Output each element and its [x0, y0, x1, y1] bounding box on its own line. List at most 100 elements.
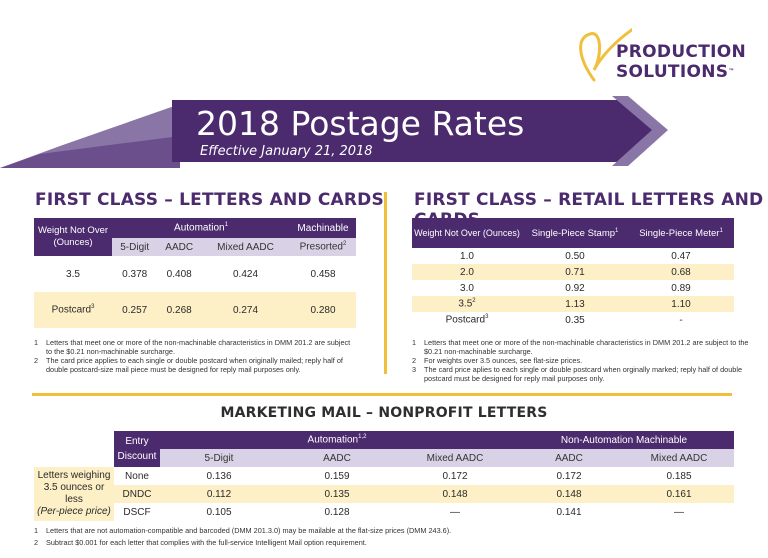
sub-header-aadc: AADC	[165, 241, 194, 253]
cell-value: 0.148	[442, 488, 468, 500]
sub-header-5-digit: 5-Digit	[120, 241, 150, 253]
col-weight-header: Weight Not Over (Ounces)	[414, 228, 520, 238]
first-class-notes: 1 Letters that meet one or more of the no…	[34, 338, 356, 374]
footnote: 2 For weights over 3.5 ounces, see flat-s…	[412, 356, 583, 365]
entry-label: None	[125, 470, 149, 482]
cell-value: 0.274	[232, 304, 259, 316]
cell-value: 1.13	[565, 298, 585, 310]
cell-value: 0.257	[122, 304, 148, 316]
cell-value: 0.141	[556, 506, 582, 518]
sub-header-mixed-aadc: Mixed AADC	[217, 241, 274, 253]
footnote: 2 The card price applies to each single o…	[34, 356, 343, 374]
cell-value: 0.105	[206, 506, 232, 518]
retail-title: FIRST CLASS – RETAIL LETTERS AND CARDS	[414, 190, 764, 230]
table-row: Postcard3 0.35 -	[412, 312, 734, 328]
sub-header-5-digit: 5-Digit	[204, 452, 234, 464]
retail-table: Weight Not Over (Ounces) Single-Piece St…	[412, 218, 734, 328]
row-weight: 1.0	[460, 250, 474, 262]
cell-value: 0.112	[206, 488, 232, 500]
cell-value: 0.128	[324, 506, 350, 518]
logo-line-2: SOLUTIONS	[616, 62, 729, 82]
cell-value: 0.185	[666, 470, 692, 482]
cell-value: 0.35	[565, 314, 585, 326]
empty-corner	[34, 431, 114, 467]
letters-weighing-label: Letters weighing 3.5 ounces or less (Per…	[34, 467, 114, 521]
marketing-mail-notes: 1 Letters that are not automation-compati…	[34, 526, 734, 547]
row-weight: 3.5	[66, 268, 80, 280]
cell-value: -	[679, 314, 683, 326]
table-row: 3.52 1.13 1.10	[412, 296, 734, 312]
vertical-divider	[384, 192, 387, 374]
cell-value: 0.47	[671, 250, 691, 262]
sub-header-aadc: AADC	[323, 452, 351, 464]
logo-swoosh-icon	[579, 27, 632, 82]
logo-trademark: ™	[728, 68, 735, 75]
horizontal-divider	[32, 393, 732, 396]
table-row: 1.0 0.50 0.47	[412, 248, 734, 264]
cell-value: 0.408	[166, 268, 192, 280]
cell-value: 0.148	[556, 488, 582, 500]
cell-value: 0.68	[671, 266, 691, 278]
marketing-mail-table: Entry Discount Automation1,2 Non-Automat…	[34, 431, 734, 521]
row-weight: 3.0	[460, 282, 474, 294]
table-row: DSCF 0.105 0.128 — 0.141 —	[34, 503, 734, 521]
sub-header-presorted: Presorted2	[299, 241, 347, 253]
retail-notes: 1 Letters that meet one or more of the no…	[412, 338, 750, 383]
cell-value: 0.280	[310, 304, 336, 316]
logo-wordmark: PRODUCTION SOLUTIONS™	[616, 42, 746, 82]
cell-value: 0.92	[565, 282, 585, 294]
table-row: DNDC 0.112 0.135 0.148 0.148 0.161	[34, 485, 734, 503]
col-weight-header: Weight Not Over (Ounces)	[37, 225, 109, 248]
cell-value: 0.136	[206, 470, 232, 482]
cell-value: 1.10	[671, 298, 691, 310]
footnote: 1 Letters that meet one or more of the no…	[412, 338, 749, 356]
first-class-title: FIRST CLASS – LETTERS AND CARDS	[35, 190, 384, 210]
entry-discount-header: Entry Discount	[117, 436, 157, 462]
cell-value: 0.89	[671, 282, 691, 294]
cell-value: 0.172	[442, 470, 468, 482]
effective-date: Effective January 21, 2018	[200, 144, 373, 159]
production-solutions-logo: PRODUCTION SOLUTIONS™	[572, 8, 762, 88]
cell-value: 0.172	[556, 470, 582, 482]
table-row: 2.0 0.71 0.68	[412, 264, 734, 280]
row-weight: Postcard3	[51, 304, 95, 316]
table-row: Letters weighing 3.5 ounces or less (Per…	[34, 467, 734, 521]
cell-value: 0.159	[324, 470, 350, 482]
cell-value: 0.458	[310, 268, 336, 280]
cell-value: 0.135	[324, 488, 350, 500]
footnote: 3 The card price aplies to each single or…	[412, 365, 743, 383]
cell-value: 0.424	[232, 268, 259, 280]
cell-value: 0.71	[565, 266, 585, 278]
footnote: 1 Letters that meet one or more of the no…	[34, 338, 351, 356]
table-row: 3.5 0.378 0.408 0.424 0.458	[34, 256, 356, 292]
first-class-table: Weight Not Over (Ounces) Automation1 Mac…	[34, 218, 356, 328]
cell-value: 0.161	[666, 488, 692, 500]
sub-header-non-auto-aadc: AADC	[555, 452, 583, 464]
automation-header: Automation1	[174, 222, 228, 234]
non-automation-header: Non-Automation Machinable	[560, 434, 688, 446]
footnote: 1 Letters that are not automation-compati…	[34, 526, 452, 535]
entry-label: DNDC	[122, 488, 152, 500]
cell-value: —	[450, 506, 460, 518]
machinable-header: Machinable	[297, 222, 349, 234]
footnote: 2 Subtract $0.001 for each letter that co…	[34, 538, 367, 547]
page-title: 2018 Postage Rates	[196, 104, 525, 143]
table-row: 3.0 0.92 0.89	[412, 280, 734, 296]
cell-value: 0.268	[166, 304, 192, 316]
stamp-header: Single-Piece Stamp1	[531, 228, 619, 240]
marketing-mail-title: MARKETING MAIL – NONPROFIT LETTERS	[220, 405, 548, 421]
logo-line-1: PRODUCTION	[616, 42, 746, 62]
row-weight: Postcard3	[445, 314, 489, 326]
sub-header-non-auto-mixed-aadc: Mixed AADC	[650, 452, 708, 464]
cell-value: 0.50	[565, 250, 585, 262]
meter-header: Single-Piece Meter1	[639, 228, 723, 240]
entry-label: DSCF	[123, 506, 151, 518]
sub-header-mixed-aadc: Mixed AADC	[426, 452, 484, 464]
row-weight: 3.52	[458, 298, 476, 310]
row-weight: 2.0	[460, 266, 474, 278]
cell-value: —	[674, 506, 684, 518]
cell-value: 0.378	[122, 268, 148, 280]
table-row: Postcard3 0.257 0.268 0.274 0.280	[34, 292, 356, 328]
automation-header: Automation1,2	[307, 434, 367, 446]
title-banner	[0, 96, 668, 168]
